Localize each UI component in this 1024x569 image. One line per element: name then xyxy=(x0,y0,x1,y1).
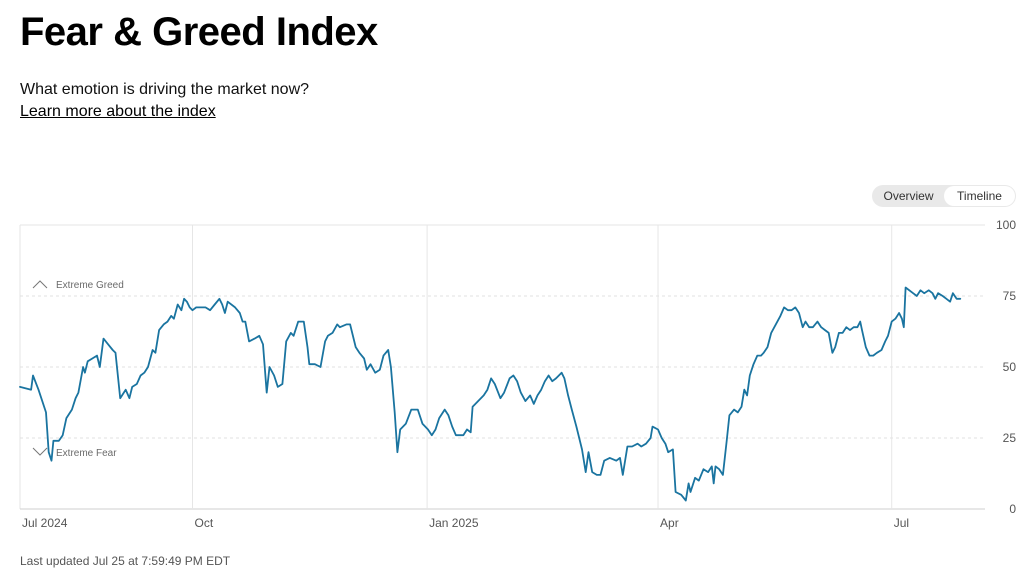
zone-label-0: Extreme Greed xyxy=(56,280,124,291)
y-tick-label-25: 25 xyxy=(1003,431,1017,445)
fear-greed-line-chart: 0 25 50 75 100 Jul 2024 Oct Jan 2025 Apr Jul Extre… xyxy=(19,218,1017,530)
y-tick-label-75: 75 xyxy=(1003,289,1017,303)
y-tick-label-0: 0 xyxy=(1009,502,1016,516)
y-tick-label-100: 100 xyxy=(996,218,1016,232)
chevron-down-icon xyxy=(32,447,48,456)
timeline-toggle-button[interactable]: Timeline xyxy=(944,186,1015,206)
page-title: Fear & Greed Index xyxy=(20,10,378,54)
x-tick-label-0: Jul 2024 xyxy=(22,516,68,530)
x-tick-label-1: Oct xyxy=(194,516,213,530)
overview-toggle-button[interactable]: Overview xyxy=(883,189,934,203)
learn-more-link[interactable]: Learn more about the index xyxy=(20,103,216,120)
page-subtitle: What emotion is driving the market now? xyxy=(20,81,310,98)
index-series-line xyxy=(19,286,962,502)
last-updated-text: Last updated Jul 25 at 7:59:49 PM EDT xyxy=(20,554,231,568)
view-toggle: Overview Timeline xyxy=(872,185,1016,207)
y-tick-label-50: 50 xyxy=(1003,360,1017,374)
x-tick-label-3: Apr xyxy=(660,516,679,530)
x-tick-label-2: Jan 2025 xyxy=(429,516,479,530)
x-tick-label-4: Jul xyxy=(894,516,909,530)
chevron-up-icon xyxy=(32,280,48,289)
zone-label-1: Extreme Fear xyxy=(56,448,117,459)
